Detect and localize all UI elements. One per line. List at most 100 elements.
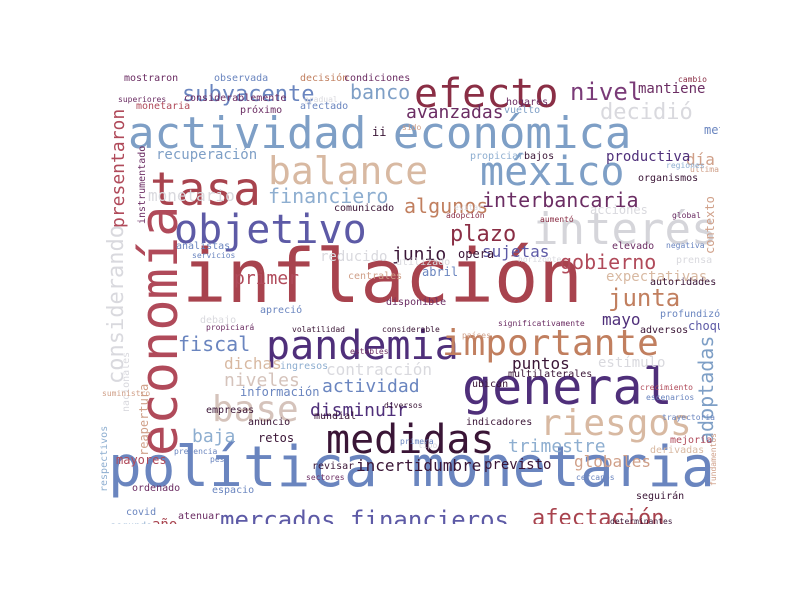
word: importante [442,323,659,364]
word: sectores [306,473,345,482]
word-cloud: inflación política monetaria actividad e… [100,72,720,524]
word: riesgos [540,403,692,444]
word: banco [350,80,411,104]
word: sido [402,123,422,132]
word: regiones [666,161,705,170]
word: disminuir [310,400,408,421]
word: crecimiento [640,383,693,392]
word: afectación [532,506,665,525]
word: adversos [640,325,689,336]
word: trimestre [508,436,606,457]
word: actividad [322,376,420,397]
word: efecto [414,72,559,117]
word: indicadores [466,417,533,428]
word: ii [372,125,387,139]
word: incertidumbre [356,456,482,475]
word: estímulo [598,355,666,371]
word: determinantes [610,517,673,525]
word: sujetas [482,242,550,261]
word: año [152,518,177,524]
word: expectativas [606,269,708,285]
word: condiciones [344,73,411,84]
word: gobierno [560,250,657,274]
word: adopción [446,211,485,220]
word: ingresos [280,361,329,372]
word: productiva [606,149,691,165]
word: financiero [268,184,389,208]
word: aumentó [540,215,574,224]
word: disponible [386,297,447,308]
word: ordenado [132,483,181,494]
word: medidas [326,417,495,463]
word: meta [704,123,720,137]
word: próximo [240,105,283,116]
word: comunicado [334,203,395,214]
word: junio [392,244,447,265]
word: propiciará [206,323,255,332]
word: estables [350,347,389,356]
word: mundial [314,411,357,422]
word: utilizado [396,257,451,268]
word: evitar [454,203,483,212]
word: considerable [382,325,440,334]
word: fundamentos [709,433,718,486]
word: segundo [110,522,152,525]
word: méxico [480,149,625,195]
word: trayectoria [662,413,715,422]
word: centrales [348,271,403,282]
word: debajo [200,315,237,326]
word: bajos [524,151,555,162]
word: primera [400,437,434,446]
word: gradual [304,95,338,104]
word: fiscal [178,332,251,356]
word: respectivos [100,425,110,492]
word: cercanos [576,473,615,482]
word: elevado [612,241,655,252]
word: baja [192,426,236,447]
word: abril [422,265,459,279]
word: retos [258,431,295,445]
word: recuperación [156,147,258,163]
word: empresas [206,405,255,416]
word: analistas [176,241,231,252]
word: considerablemente [184,93,287,104]
word: profundizó [660,309,720,320]
word: política monetaria [108,435,715,500]
word: balance [268,149,429,193]
word: horizonte [518,255,562,264]
word: suministro [102,389,151,398]
word: afectado [300,101,349,112]
word: significativamente [498,319,585,328]
word: algunos [404,194,489,218]
word: peso [210,455,230,464]
word: puntos [512,354,570,373]
word: decisión [300,73,349,84]
word: pandemia [266,323,459,369]
word: diversos [384,401,423,410]
word: superiores [118,95,167,104]
word: observada [214,73,269,84]
word: acciones [590,203,648,217]
word: mayo [602,310,641,329]
word: multilaterales [508,369,593,380]
word: interés [532,204,718,255]
word: decidió [600,100,693,125]
word: contexto [703,196,717,254]
word: mercados financieros [220,506,509,524]
word: base [212,389,299,430]
word: información [240,385,320,399]
word: instrumentado [137,145,148,224]
word: objetivo [174,207,367,253]
word: presentaron [108,108,129,228]
word: última [690,165,719,174]
word: mantiene [638,81,706,97]
word: hogares [506,97,549,108]
word: covid [126,507,157,518]
word: choque [688,319,720,333]
word: ubican [472,379,509,390]
word: prensa [676,255,713,266]
word: espacio [212,485,255,496]
word: subyacente [182,82,315,107]
word: volatilidad [292,325,345,334]
word: reducido [320,249,388,265]
